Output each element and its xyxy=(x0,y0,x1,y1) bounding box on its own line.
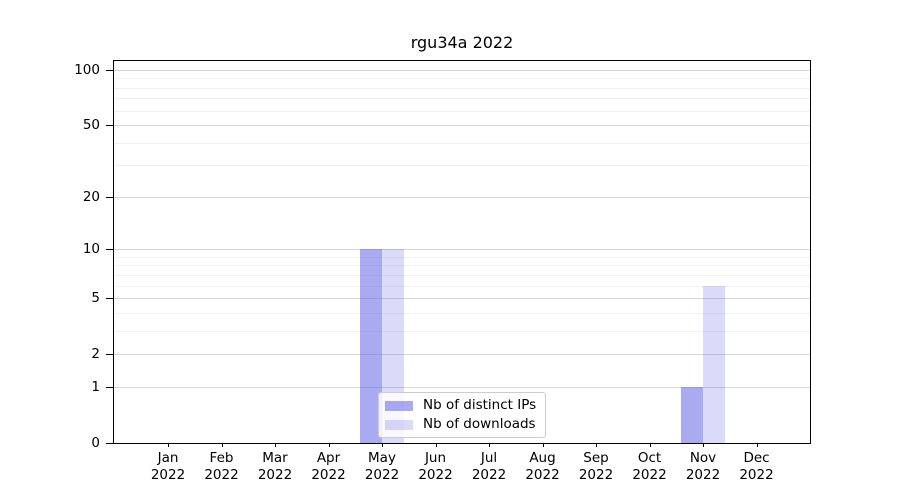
gridline-minor xyxy=(114,265,810,267)
y-tick-label-5: 5 xyxy=(91,290,100,307)
x-tick-mark xyxy=(328,443,330,447)
gridline-major xyxy=(114,249,810,251)
x-tick-year: 2022 xyxy=(364,467,400,483)
legend-swatch xyxy=(385,419,413,430)
gridline-minor xyxy=(114,142,810,144)
y-tick-mark xyxy=(106,443,113,444)
bar-nb-of-distinct-ips-nov xyxy=(681,386,703,443)
x-tick-label-jul: Jul 2022 xyxy=(457,450,521,484)
gridline-minor xyxy=(114,110,810,112)
x-tick-year: 2022 xyxy=(418,467,453,483)
x-tick-label-aug: Aug 2022 xyxy=(511,450,575,484)
gridline-minor xyxy=(114,98,810,100)
gridline-major xyxy=(114,196,810,198)
bar-nb-of-downloads-nov xyxy=(703,285,725,443)
gridline-minor xyxy=(114,165,810,167)
gridline-minor xyxy=(114,87,810,89)
gridline-minor xyxy=(114,78,810,80)
x-tick-month: Jul xyxy=(480,450,498,466)
x-tick-mark xyxy=(221,443,223,447)
y-tick-mark xyxy=(106,354,113,356)
legend: Nb of distinct IPs Nb of downloads xyxy=(378,392,547,438)
x-tick-label-jan: Jan 2022 xyxy=(136,450,200,484)
y-tick-label-0: 0 xyxy=(91,435,100,451)
gridline-major xyxy=(114,298,810,300)
x-tick-year: 2022 xyxy=(525,467,560,483)
gridline-minor xyxy=(114,330,810,332)
x-tick-month: Jan xyxy=(157,450,179,466)
plot-area xyxy=(113,60,811,444)
x-tick-mark xyxy=(703,443,704,447)
gridline-major xyxy=(114,70,810,71)
y-tick-label-100: 100 xyxy=(74,62,100,78)
legend-swatch xyxy=(385,400,413,411)
x-tick-label-jun: Jun 2022 xyxy=(404,450,468,484)
legend-item-nb-of-downloads: Nb of downloads xyxy=(385,417,536,432)
x-tick-year: 2022 xyxy=(739,467,774,483)
gridline-minor xyxy=(114,274,810,276)
x-tick-year: 2022 xyxy=(471,467,507,483)
x-tick-mark xyxy=(649,443,651,447)
x-tick-mark xyxy=(168,443,169,447)
x-tick-year: 2022 xyxy=(204,467,239,483)
x-tick-month: Dec xyxy=(743,450,770,466)
x-tick-month: Sep xyxy=(583,450,609,466)
y-tick-mark xyxy=(106,196,113,198)
x-tick-month: Aug xyxy=(529,450,556,466)
x-tick-month: Feb xyxy=(209,450,234,466)
gridline-minor xyxy=(114,285,810,287)
legend-label: Nb of downloads xyxy=(423,416,536,432)
gridline-minor xyxy=(114,312,810,314)
x-tick-mark xyxy=(489,443,490,447)
gridline-minor xyxy=(114,256,810,258)
x-tick-month: Apr xyxy=(316,450,341,466)
x-tick-month: Jun xyxy=(424,450,447,466)
y-tick-label-2: 2 xyxy=(91,346,100,363)
x-tick-mark xyxy=(542,443,544,447)
x-tick-label-sep: Sep 2022 xyxy=(564,450,628,484)
x-tick-year: 2022 xyxy=(685,467,721,483)
y-tick-mark xyxy=(106,298,113,300)
legend-label: Nb of distinct IPs xyxy=(423,397,537,413)
x-tick-label-mar: Mar 2022 xyxy=(243,450,307,484)
x-tick-year: 2022 xyxy=(150,467,186,483)
y-tick-label-50: 50 xyxy=(82,117,100,134)
legend-item-nb-of-distinct-ips: Nb of distinct IPs xyxy=(385,398,536,413)
x-tick-label-may: May 2022 xyxy=(350,450,414,484)
x-tick-mark xyxy=(275,443,276,447)
x-tick-mark xyxy=(596,443,597,447)
y-tick-mark xyxy=(106,249,113,251)
y-tick-label-1: 1 xyxy=(91,378,100,395)
x-tick-year: 2022 xyxy=(578,467,614,483)
x-tick-month: Nov xyxy=(689,450,717,466)
x-tick-month: Mar xyxy=(262,450,288,466)
x-tick-month: Oct xyxy=(637,450,662,466)
x-tick-mark xyxy=(382,443,383,447)
gridline-major xyxy=(114,354,810,356)
y-tick-label-10: 10 xyxy=(82,241,100,258)
x-tick-year: 2022 xyxy=(311,467,346,483)
y-tick-mark xyxy=(106,386,113,388)
x-tick-label-dec: Dec 2022 xyxy=(725,450,789,484)
x-tick-year: 2022 xyxy=(632,467,667,483)
x-tick-label-feb: Feb 2022 xyxy=(190,450,254,484)
x-tick-mark xyxy=(756,443,758,447)
x-tick-label-nov: Nov 2022 xyxy=(671,450,735,484)
y-tick-label-20: 20 xyxy=(82,188,100,205)
gridline-major xyxy=(114,125,810,127)
y-tick-mark xyxy=(106,70,113,71)
gridline-major xyxy=(114,386,810,388)
x-tick-label-oct: Oct 2022 xyxy=(618,450,682,484)
x-tick-mark xyxy=(435,443,437,447)
x-tick-label-apr: Apr 2022 xyxy=(297,450,361,484)
chart-title: rgu34a 2022 xyxy=(410,33,514,52)
x-tick-month: May xyxy=(368,450,396,466)
bar-nb-of-distinct-ips-may xyxy=(360,249,382,443)
x-tick-year: 2022 xyxy=(257,467,293,483)
y-tick-mark xyxy=(106,125,113,127)
